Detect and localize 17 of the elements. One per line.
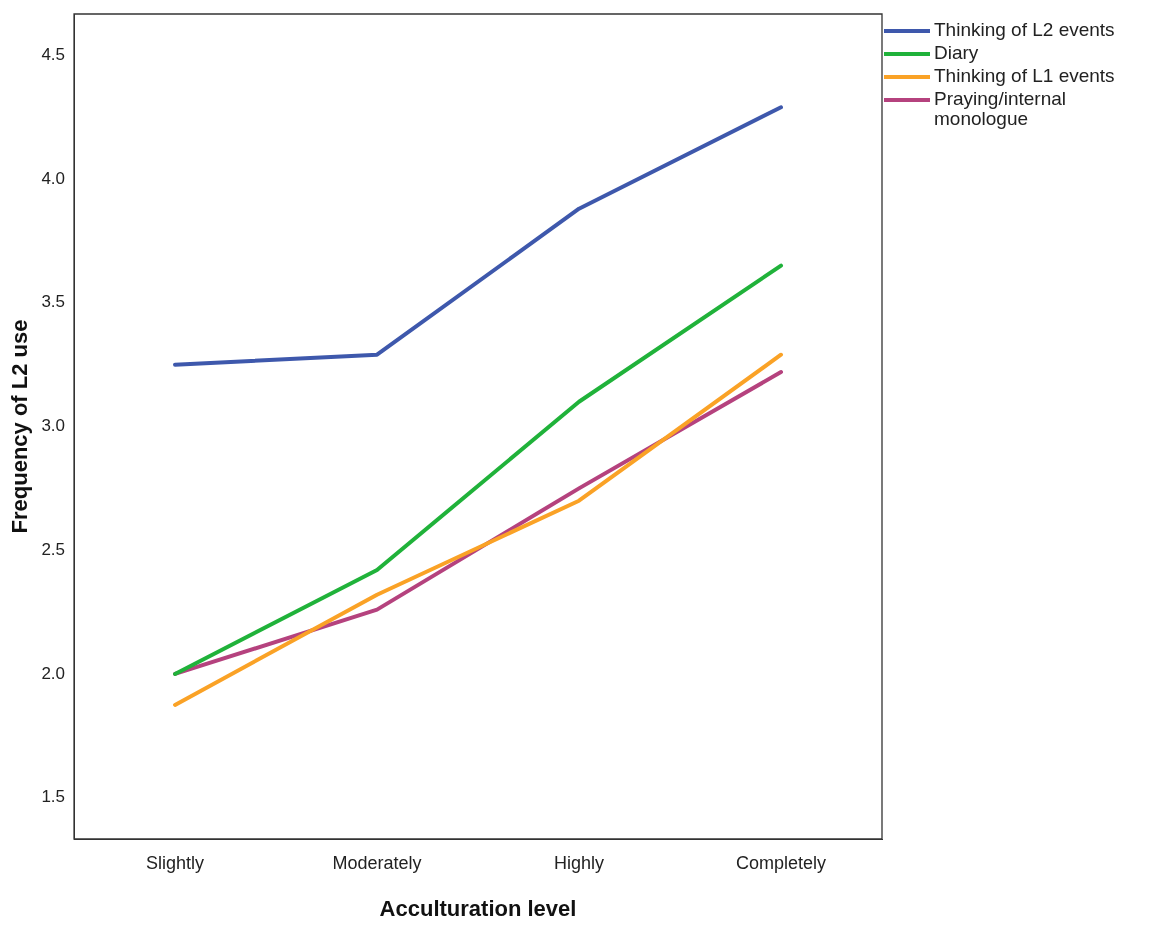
y-tick-label: 4.0 — [41, 168, 66, 188]
y-tick-label: 3.5 — [41, 292, 66, 312]
y-tick-label: 2.5 — [41, 539, 66, 559]
y-tick-label: 2.0 — [41, 663, 66, 683]
y-tick-label: 1.5 — [41, 787, 66, 807]
y-tick-label: 4.5 — [41, 45, 66, 65]
legend-label: Praying/internal monologue — [934, 88, 1068, 129]
legend-label: Thinking of L1 events — [934, 65, 1115, 86]
legend-label: Thinking of L2 events — [934, 19, 1115, 40]
y-tick-label: 3.0 — [41, 416, 66, 436]
x-tick-label: Highly — [554, 852, 605, 873]
legend-label: Diary — [934, 42, 979, 63]
x-tick-label: Slightly — [146, 852, 205, 873]
y-axis-title: Frequency of L2 use — [7, 319, 33, 534]
x-tick-label: Moderately — [332, 852, 422, 873]
x-tick-label: Completely — [735, 852, 827, 873]
x-axis-title: Acculturation level — [379, 895, 577, 921]
